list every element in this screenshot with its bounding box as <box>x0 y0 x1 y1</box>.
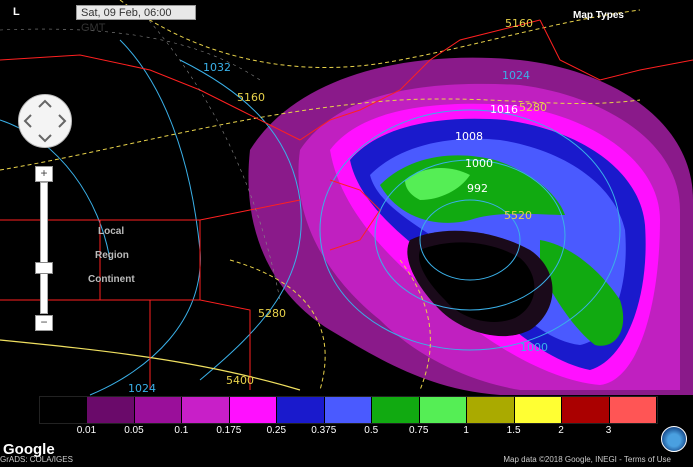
thickness-label: 5280 <box>258 307 286 320</box>
pressure-label: 1000 <box>520 341 548 354</box>
pressure-label: 1024 <box>502 69 530 82</box>
legend-tick-label: 0.175 <box>216 425 242 436</box>
legend-tick-label: 0.25 <box>266 425 287 436</box>
pressure-label: 1032 <box>203 61 231 74</box>
legend-tick-label: 0.01 <box>76 425 97 436</box>
pressure-label: 1024 <box>128 382 156 395</box>
thickness-label: 5520 <box>504 209 532 222</box>
legend-swatch <box>467 397 515 423</box>
legend-swatch <box>419 397 468 423</box>
thickness-label: 5280 <box>519 101 547 114</box>
legend-swatch <box>372 397 420 423</box>
legend-tick-label: 0.5 <box>364 425 379 436</box>
map-types-button[interactable]: Map Types <box>573 10 624 21</box>
legend-tick-label: 1.5 <box>506 425 521 436</box>
google-logo[interactable]: Google <box>3 441 55 458</box>
thickness-label: 5160 <box>505 17 533 30</box>
thickness-labels: 5160 5160 5280 5280 5400 5520 <box>226 17 547 387</box>
legend-tick-label: 0.375 <box>311 425 337 436</box>
zoom-level-continent[interactable]: Continent <box>88 274 135 285</box>
thickness-contours <box>0 0 641 391</box>
timestamp-label: Sat, 09 Feb, 06:00 GMT <box>76 5 196 34</box>
legend-swatch <box>609 397 658 423</box>
noaa-logo-icon[interactable] <box>661 426 687 452</box>
color-legend <box>39 396 658 424</box>
legend-ticks: 0.01 0.05 0.1 0.175 0.25 0.375 0.5 0.75 1 1.5 2 3 <box>0 425 693 439</box>
legend-tick-label: 0.1 <box>174 425 189 436</box>
pan-control-icon[interactable] <box>18 94 72 148</box>
map-data-credit[interactable]: Map data ©2018 Google, INEGI - Terms of … <box>503 455 671 464</box>
zoom-level-local[interactable]: Local <box>98 226 125 237</box>
legend-swatch <box>134 397 183 423</box>
precipitation-field <box>248 57 693 395</box>
legend-swatch <box>229 397 278 423</box>
pressure-labels: 1032 1024 1016 1008 1000 992 1000 1024 <box>128 61 548 395</box>
legend-swatch <box>40 397 88 423</box>
zoom-out-button[interactable]: − <box>35 315 53 331</box>
graticule <box>0 9 281 301</box>
legend-swatch <box>277 397 325 423</box>
attribution-bar: GrADS: COLA/IGES Map data ©2018 Google, … <box>0 455 693 467</box>
legend-tick-label: 0.75 <box>408 425 429 436</box>
pressure-label: 1000 <box>465 157 493 170</box>
thickness-label: 5400 <box>226 374 254 387</box>
legend-swatch <box>562 397 610 423</box>
legend-tick-label: 1 <box>463 425 469 436</box>
pressure-label: 992 <box>467 182 488 195</box>
zoom-in-button[interactable]: + <box>35 166 53 182</box>
zoom-slider[interactable] <box>40 182 48 314</box>
pressure-label: 1008 <box>455 130 483 143</box>
zoom-level-region[interactable]: Region <box>95 250 129 261</box>
legend-swatch <box>87 397 135 423</box>
brand-mark: L <box>13 6 20 18</box>
political-boundaries <box>0 19 693 390</box>
grads-credit: GrADS: COLA/IGES <box>0 455 73 464</box>
zoom-slider-handle[interactable] <box>35 262 53 274</box>
thickness-label: 5160 <box>237 91 265 104</box>
legend-tick-label: 3 <box>605 425 612 436</box>
legend-tick-label: 2 <box>558 425 564 436</box>
legend-swatch <box>514 397 563 423</box>
pressure-label: 1016 <box>490 103 518 116</box>
legend-tick-label: 0.05 <box>124 425 144 436</box>
legend-swatch <box>324 397 373 423</box>
legend-swatch <box>182 397 230 423</box>
